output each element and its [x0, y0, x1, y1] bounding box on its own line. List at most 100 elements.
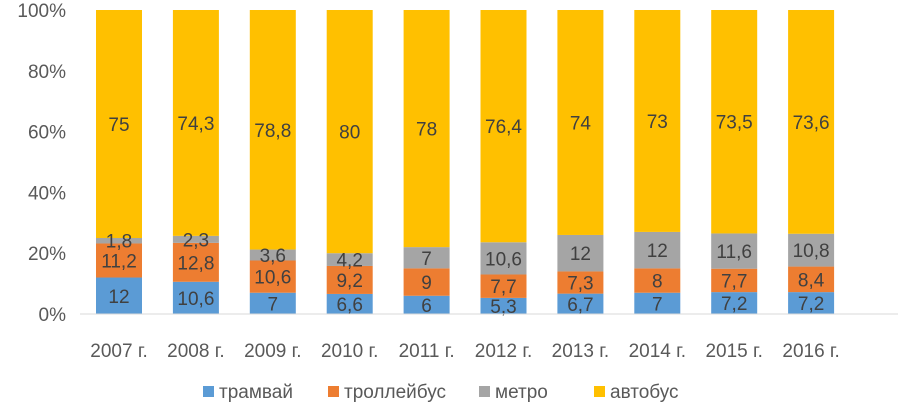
bar-segment	[172, 242, 219, 282]
bar-segment	[249, 260, 296, 293]
legend-item: автобус	[594, 382, 679, 403]
data-label: 12	[647, 241, 668, 262]
data-label: 78	[416, 120, 437, 141]
data-label: 73,6	[793, 113, 830, 134]
bar-segment	[96, 10, 142, 238]
x-tick-label: 2011 г.	[399, 341, 455, 362]
data-label: 4,2	[336, 251, 362, 272]
data-label: 73,5	[716, 113, 753, 134]
bar-segment	[172, 10, 219, 236]
x-tick-label: 2013 г.	[552, 341, 609, 362]
bar-segment	[711, 233, 758, 269]
bar-segment	[172, 235, 219, 243]
data-label: 8,4	[798, 270, 825, 291]
bar-segment	[249, 10, 296, 250]
bar-segment	[634, 292, 681, 314]
data-label: 74	[570, 113, 592, 134]
bar-segment	[480, 274, 527, 298]
bar-segment	[557, 234, 604, 272]
y-tick-label: 40%	[28, 183, 66, 204]
legend-swatch	[328, 386, 339, 397]
y-tick-label: 0%	[39, 305, 67, 326]
data-label: 10,6	[177, 289, 214, 310]
bar-segment	[788, 292, 835, 314]
data-label: 8	[652, 272, 663, 293]
bar-segment	[326, 293, 373, 314]
data-label: 7,3	[567, 274, 593, 295]
bar-segment	[403, 295, 450, 314]
bar-segment	[557, 293, 604, 314]
bar-segment	[403, 268, 450, 296]
bar-segment	[96, 277, 142, 314]
y-tick-label: 100%	[17, 1, 66, 22]
bar-segment	[711, 10, 758, 234]
data-label: 2,3	[183, 230, 209, 251]
data-label: 7,7	[490, 277, 516, 298]
data-label: 6	[421, 296, 432, 317]
bar-segment	[634, 231, 681, 269]
data-label: 12,8	[177, 253, 214, 274]
x-tick-label: 2016 г.	[782, 341, 839, 362]
legend-item: метро	[479, 382, 548, 403]
bar-segment	[788, 10, 835, 234]
legend-label: метро	[495, 382, 548, 403]
bar-segment	[96, 243, 142, 278]
x-tick-label: 2010 г.	[321, 341, 378, 362]
bar-segment	[403, 247, 450, 269]
bar-segment	[480, 297, 527, 314]
bar-segment	[480, 242, 527, 275]
legend: трамвай троллейбус метро автобус	[203, 382, 679, 403]
legend-label: трамвай	[219, 382, 293, 403]
data-label: 12	[108, 287, 129, 308]
data-label: 7,2	[798, 294, 824, 315]
bar-segment	[249, 292, 296, 314]
legend-item: трамвай	[203, 382, 293, 403]
data-label: 7,7	[721, 271, 747, 292]
x-tick-label: 2007 г.	[90, 341, 147, 362]
legend-swatch	[203, 386, 214, 397]
data-label: 73	[647, 112, 668, 133]
bar-segment	[711, 268, 758, 293]
bar-segment	[96, 238, 142, 244]
bar-segment	[634, 10, 681, 232]
data-label: 75	[108, 115, 129, 136]
data-label: 10,6	[254, 268, 291, 289]
x-tick-label: 2008 г.	[167, 341, 224, 362]
y-axis: 0% 20% 40% 60% 80% 100%	[17, 1, 66, 326]
bar-segment	[788, 233, 835, 267]
data-label: 9,2	[336, 271, 362, 292]
data-label: 12	[570, 244, 591, 265]
bar-segment	[326, 10, 373, 254]
bar-segment	[403, 10, 450, 248]
data-label: 7,2	[721, 294, 747, 315]
bar-segment	[788, 266, 835, 293]
y-tick-label: 60%	[28, 123, 66, 144]
data-label: 78,8	[254, 121, 291, 142]
data-label: 10,6	[485, 249, 522, 270]
data-label: 76,4	[485, 117, 522, 138]
x-axis: 2007 г. 2008 г. 2009 г. 2010 г. 2011 г. 2012 …	[80, 313, 898, 362]
legend-item: троллейбус	[328, 382, 446, 403]
bar-segment	[711, 292, 758, 314]
data-label: 74,3	[177, 114, 214, 135]
data-label: 7	[268, 294, 279, 315]
legend-label: автобус	[610, 382, 679, 403]
data-label: 11,6	[716, 242, 752, 263]
bar-segment	[326, 253, 373, 266]
data-label: 7	[652, 294, 663, 315]
data-label: 1,8	[106, 232, 132, 253]
y-tick-label: 20%	[28, 244, 66, 265]
bar-segment	[634, 268, 681, 293]
data-label: 7	[421, 249, 432, 270]
data-label: 10,8	[793, 241, 830, 262]
legend-swatch	[594, 386, 605, 397]
data-labels: 1211,21,87510,612,82,374,3710,63,678,86,…	[101, 112, 829, 318]
y-tick-label: 80%	[28, 62, 66, 83]
x-tick-label: 2012 г.	[475, 341, 532, 362]
data-label: 6,6	[336, 295, 362, 316]
x-tick-label: 2009 г.	[244, 341, 301, 362]
legend-label: троллейбус	[344, 382, 446, 403]
bars	[96, 10, 835, 314]
data-label: 9	[421, 273, 432, 294]
